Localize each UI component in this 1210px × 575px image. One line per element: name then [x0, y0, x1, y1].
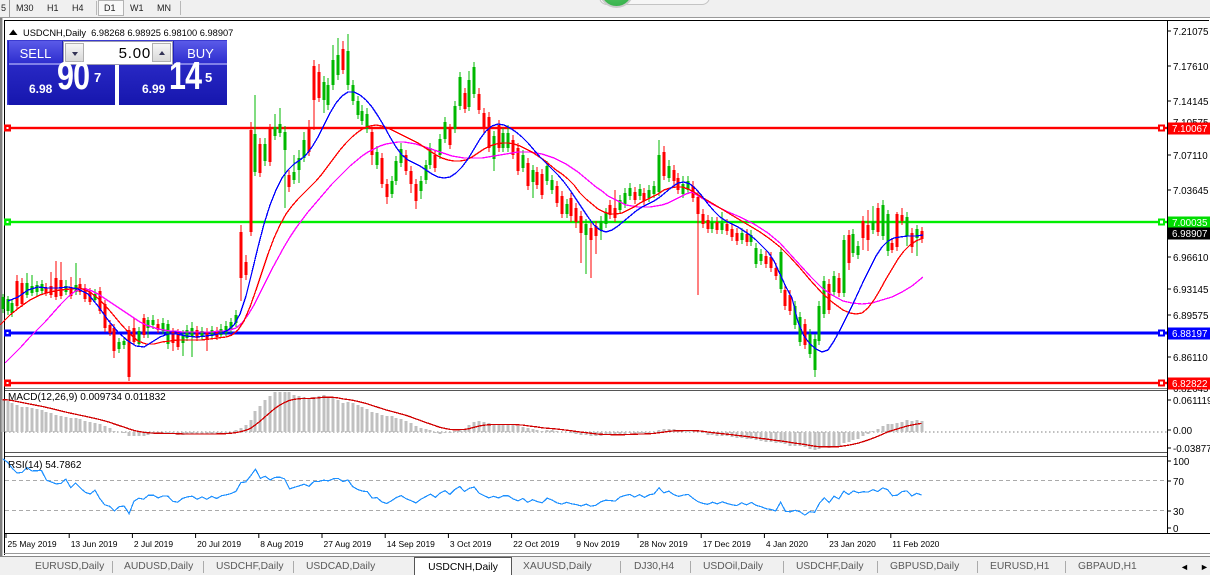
svg-text:11 Feb 2020: 11 Feb 2020 — [892, 539, 939, 549]
svg-text:-0.038777: -0.038777 — [1173, 444, 1210, 455]
svg-text:28 Nov 2019: 28 Nov 2019 — [640, 539, 688, 549]
svg-text:0.061119: 0.061119 — [1173, 396, 1210, 407]
svg-text:3 Oct 2019: 3 Oct 2019 — [450, 539, 492, 549]
svg-text:6.82822: 6.82822 — [1172, 379, 1207, 390]
svg-text:RSI(14) 54.7862: RSI(14) 54.7862 — [8, 460, 82, 471]
svg-text:27 Aug 2019: 27 Aug 2019 — [324, 539, 372, 549]
svg-text:14 Sep 2019: 14 Sep 2019 — [387, 539, 435, 549]
svg-text:USDCNH,Daily 6.98268 6.98925: USDCNH,Daily 6.98268 6.98925 6.98100 6.9… — [23, 28, 233, 38]
svg-text:22 Oct 2019: 22 Oct 2019 — [513, 539, 560, 549]
svg-text:23 Jan 2020: 23 Jan 2020 — [829, 539, 876, 549]
svg-text:100: 100 — [1173, 457, 1190, 468]
svg-text:9 Nov 2019: 9 Nov 2019 — [576, 539, 620, 549]
svg-text:7.14145: 7.14145 — [1173, 97, 1209, 108]
svg-text:8 Aug 2019: 8 Aug 2019 — [260, 539, 303, 549]
svg-text:6.86110: 6.86110 — [1173, 353, 1208, 364]
svg-text:17 Dec 2019: 17 Dec 2019 — [703, 539, 751, 549]
svg-text:0: 0 — [1173, 524, 1179, 535]
svg-text:6.88197: 6.88197 — [1172, 329, 1207, 340]
svg-text:7.21075: 7.21075 — [1173, 27, 1209, 38]
svg-text:7.10067: 7.10067 — [1172, 124, 1207, 135]
svg-text:7.03645: 7.03645 — [1173, 186, 1209, 197]
svg-text:20 Jul 2019: 20 Jul 2019 — [197, 539, 241, 549]
svg-text:0.00: 0.00 — [1173, 426, 1193, 437]
svg-text:7.00035: 7.00035 — [1172, 218, 1208, 229]
svg-text:6.96610: 6.96610 — [1173, 253, 1209, 264]
svg-text:4 Jan 2020: 4 Jan 2020 — [766, 539, 808, 549]
svg-text:6.89575: 6.89575 — [1173, 311, 1209, 322]
svg-text:6.98907: 6.98907 — [1172, 229, 1207, 240]
svg-text:30: 30 — [1173, 507, 1184, 518]
svg-text:2 Jul 2019: 2 Jul 2019 — [134, 539, 173, 549]
svg-text:25 May 2019: 25 May 2019 — [8, 539, 57, 549]
svg-text:70: 70 — [1173, 477, 1184, 488]
svg-text:MACD(12,26,9) 0.009734 0.01183: MACD(12,26,9) 0.009734 0.011832 — [8, 392, 166, 403]
svg-text:13 Jun 2019: 13 Jun 2019 — [71, 539, 118, 549]
svg-text:7.07110: 7.07110 — [1173, 151, 1208, 162]
svg-text:7.17610: 7.17610 — [1173, 62, 1209, 73]
svg-text:6.93145: 6.93145 — [1173, 285, 1209, 296]
